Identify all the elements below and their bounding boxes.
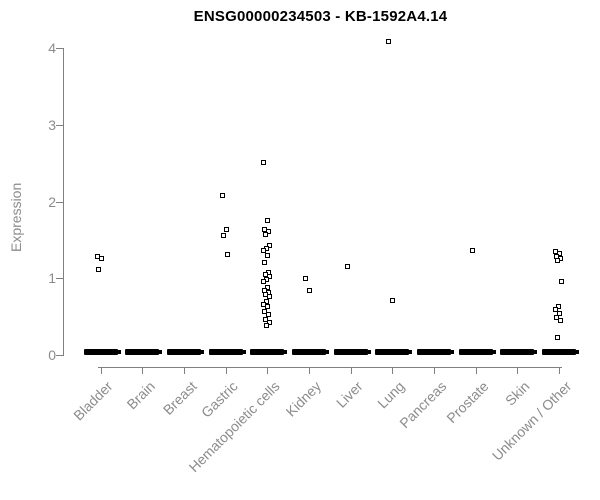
data-point xyxy=(303,276,308,282)
x-tick xyxy=(392,367,394,374)
data-point xyxy=(261,279,267,285)
zero-cluster-nub xyxy=(200,350,205,354)
data-point xyxy=(554,258,560,264)
data-point xyxy=(344,263,350,269)
zero-cluster-nub xyxy=(533,350,538,354)
x-tick-label: Bladder xyxy=(70,378,117,424)
zero-cluster xyxy=(167,349,205,355)
x-tick xyxy=(142,367,144,374)
data-point xyxy=(267,243,273,248)
zero-cluster-nub xyxy=(408,350,413,354)
x-tick xyxy=(350,367,352,374)
data-point xyxy=(553,315,559,321)
y-tick-label: 2 xyxy=(48,193,56,210)
data-point xyxy=(469,247,475,253)
zero-cluster-nub xyxy=(116,350,121,354)
x-tick-label: Skin xyxy=(502,378,533,409)
x-tick-label: Prostate xyxy=(442,378,491,427)
y-tick xyxy=(56,355,63,356)
data-point xyxy=(265,218,271,224)
zero-cluster xyxy=(292,349,329,355)
data-point xyxy=(307,288,312,294)
x-tick xyxy=(100,367,102,374)
data-point xyxy=(267,294,273,300)
data-point xyxy=(265,252,271,258)
zero-cluster-nub xyxy=(283,350,288,354)
data-point xyxy=(223,226,229,232)
data-point xyxy=(557,318,563,324)
data-point xyxy=(263,316,269,322)
zero-cluster-nub xyxy=(366,350,371,354)
y-tick-label: 3 xyxy=(48,116,56,133)
data-point xyxy=(267,319,273,325)
zero-cluster xyxy=(83,349,121,355)
zero-cluster xyxy=(541,349,579,355)
y-tick xyxy=(56,201,63,203)
zero-cluster xyxy=(250,349,288,355)
y-tick xyxy=(56,124,63,126)
x-tick xyxy=(267,367,269,374)
x-tick xyxy=(309,367,310,374)
y-tick-label: 4 xyxy=(48,40,56,56)
data-point xyxy=(556,311,562,317)
data-point xyxy=(266,229,272,235)
data-point xyxy=(98,256,104,262)
x-tick-label: Unknown / Other xyxy=(488,378,575,464)
zero-cluster xyxy=(416,349,454,355)
data-point xyxy=(261,160,267,166)
data-point xyxy=(554,335,560,341)
zero-cluster-nub xyxy=(491,350,496,354)
data-point xyxy=(220,233,226,239)
zero-cluster-nub xyxy=(449,350,454,354)
y-tick xyxy=(56,278,63,280)
y-tick-label: 0 xyxy=(48,347,56,363)
x-tick-label: Lung xyxy=(374,378,408,412)
x-tick-label: Kidney xyxy=(282,378,325,420)
data-point xyxy=(386,38,392,44)
y-tick xyxy=(56,48,63,49)
x-tick xyxy=(558,367,560,374)
y-axis-line xyxy=(63,48,64,356)
zero-cluster xyxy=(500,349,538,355)
data-point xyxy=(262,259,268,265)
x-tick xyxy=(184,367,186,374)
data-point xyxy=(552,307,558,313)
data-point xyxy=(266,312,272,318)
data-point xyxy=(558,279,564,285)
zero-cluster xyxy=(125,349,163,355)
data-point xyxy=(265,304,271,310)
x-tick xyxy=(475,367,477,374)
data-point xyxy=(555,303,561,309)
x-axis-line xyxy=(97,367,562,368)
zero-cluster xyxy=(375,349,413,355)
zero-cluster-nub xyxy=(574,350,579,354)
data-point xyxy=(390,298,396,304)
data-point xyxy=(261,248,267,254)
data-point xyxy=(262,309,268,315)
y-tick-label: 1 xyxy=(48,270,56,287)
zero-cluster xyxy=(458,349,496,355)
zero-cluster-nub xyxy=(158,350,163,354)
x-tick xyxy=(517,367,519,374)
zero-cluster-nub xyxy=(325,350,329,354)
x-tick-label: Brain xyxy=(123,378,158,413)
x-tick-label: Liver xyxy=(333,378,366,411)
data-point xyxy=(95,266,101,272)
data-point xyxy=(263,232,269,238)
zero-cluster xyxy=(208,349,246,355)
zero-cluster xyxy=(333,349,371,355)
data-point xyxy=(264,299,270,305)
data-point xyxy=(219,193,225,199)
data-point xyxy=(264,322,270,328)
zero-cluster-nub xyxy=(241,350,246,354)
x-tick-label: Breast xyxy=(159,378,200,418)
data-point xyxy=(224,252,230,258)
x-tick xyxy=(225,367,227,374)
chart-title: ENSG00000234503 - KB-1592A4.14 xyxy=(193,8,448,25)
x-tick xyxy=(433,367,435,374)
